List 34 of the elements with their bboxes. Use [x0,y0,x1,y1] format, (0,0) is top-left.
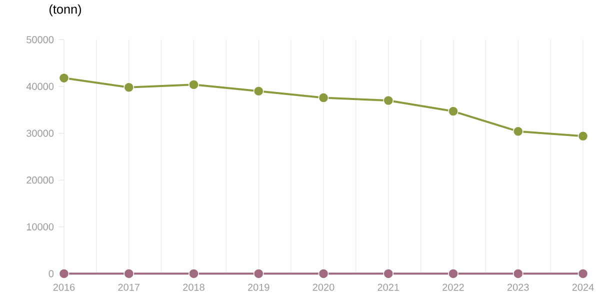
point [512,126,524,137]
x-tick-label: 2022 [442,284,464,291]
y-axis-title: (tonn) [50,4,82,16]
x-tick-label: 2024 [572,284,594,291]
point [448,106,458,117]
y-tick-label: 10000 [26,223,54,231]
x-tick-label: 2018 [183,284,204,291]
point [383,95,394,106]
point [578,131,588,142]
x-tick-label: 2017 [118,284,140,291]
y-tick-label: 30000 [26,130,54,137]
point [58,73,70,84]
point [578,268,588,280]
y-tick-label: 20000 [26,176,54,184]
y-tick-label: 50000 [26,36,54,44]
point [318,92,329,104]
x-tick-label: 2019 [248,284,270,291]
point [253,268,264,280]
y-tick-label: 40000 [26,83,54,90]
x-tick-label: 2016 [53,284,75,291]
x-tick-label: 2020 [312,284,334,291]
point [58,268,70,280]
x-tick-label: 2021 [378,284,400,291]
point [124,82,134,93]
point [124,268,134,280]
point [188,268,199,280]
x-tick-label: 2023 [508,284,529,291]
point [253,86,264,97]
y-tick-label: 0 [48,270,54,278]
point [188,80,199,90]
point [512,268,524,280]
point [448,268,458,280]
point [318,268,329,280]
point [383,268,394,280]
